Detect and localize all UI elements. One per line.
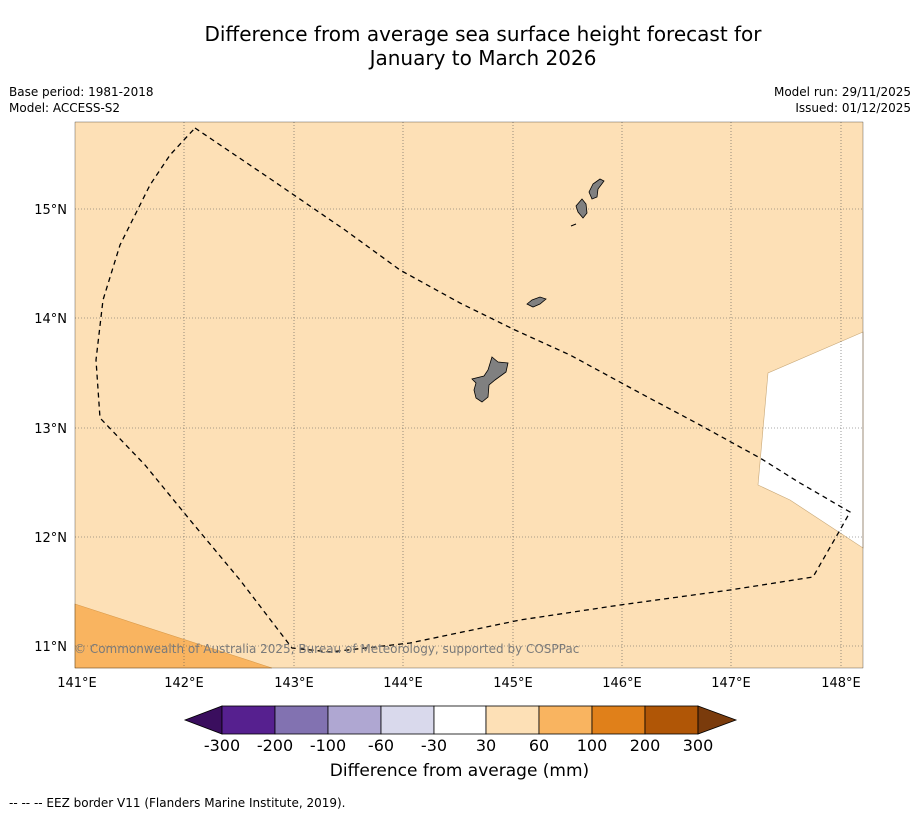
model-run: Model run: 29/11/2025 <box>773 85 911 99</box>
issued-date: Issued: 01/12/2025 <box>795 101 911 115</box>
title-line-2: January to March 2026 <box>369 46 597 70</box>
colorbar-tick-label: -300 <box>204 736 240 755</box>
lat-label: 13°N <box>34 422 67 437</box>
colorbar-segment <box>591 705 646 735</box>
colorbar-segment <box>274 705 329 735</box>
meta-left: Base period: 1981-2018 Model: ACCESS-S2 <box>9 84 154 116</box>
colorbar-tick-label: -30 <box>421 736 447 755</box>
colorbar-segment <box>380 705 435 735</box>
lon-label: 144°E <box>383 676 423 691</box>
island-rota <box>526 296 547 308</box>
colorbar-extend-min <box>183 705 223 735</box>
lon-label: 145°E <box>493 676 533 691</box>
colorbar-segment <box>433 705 487 735</box>
title-line-1: Difference from average sea surface heig… <box>204 22 762 46</box>
colorbar-tick-label: -200 <box>257 736 293 755</box>
graticule <box>75 122 863 668</box>
colorbar-tick-label: 30 <box>476 736 496 755</box>
colorbar-tick-label: 100 <box>577 736 608 755</box>
colorbar-segment <box>327 705 382 735</box>
colorbar-tick-label: 60 <box>529 736 549 755</box>
base-period: Base period: 1981-2018 <box>9 85 154 99</box>
eez-border <box>95 127 851 653</box>
colorbar-segment <box>538 705 593 735</box>
colorbar-tick-label: -60 <box>368 736 394 755</box>
copyright-credit: © Commonwealth of Australia 2025, Bureau… <box>74 642 579 656</box>
island-aguijan <box>570 223 577 227</box>
colorbar-segment <box>221 705 276 735</box>
lon-label: 147°E <box>711 676 751 691</box>
colorbar-tick-label: 300 <box>683 736 714 755</box>
lon-label: 143°E <box>274 676 314 691</box>
lat-label: 14°N <box>34 312 67 327</box>
meta-right: Model run: 29/11/2025 Issued: 01/12/2025 <box>774 84 911 116</box>
colorbar-segment <box>485 705 540 735</box>
colorbar: -300 -200 -100 -60 -30 30 60 100 200 300 <box>183 705 738 755</box>
colorbar-title: Difference from average (mm) <box>329 761 590 781</box>
lon-label: 141°E <box>57 676 97 691</box>
chart-title: Difference from average sea surface heig… <box>0 22 919 70</box>
colorbar-tick-label: -100 <box>310 736 346 755</box>
lat-label: 15°N <box>34 203 67 218</box>
colorbar-extend-max <box>697 705 738 735</box>
map-background <box>75 122 863 668</box>
colorbar-tick-labels: -300 -200 -100 -60 -30 30 60 100 200 300 <box>204 736 713 755</box>
map-frame <box>74 121 864 669</box>
longitude-labels: 141°E 142°E 143°E 144°E 145°E 146°E 147°… <box>57 676 861 691</box>
model-name: Model: ACCESS-S2 <box>9 101 121 115</box>
lon-label: 148°E <box>821 676 861 691</box>
lat-label: 11°N <box>34 640 67 655</box>
lat-label: 12°N <box>34 531 67 546</box>
footnote: -- -- -- EEZ border V11 (Flanders Marine… <box>9 796 346 810</box>
colorbar-segment <box>644 705 699 735</box>
lon-label: 142°E <box>164 676 204 691</box>
colorbar-tick-label: 200 <box>630 736 661 755</box>
island-guam <box>471 356 509 403</box>
island-saipan <box>588 178 605 200</box>
lon-label: 146°E <box>602 676 642 691</box>
latitude-labels: 15°N 14°N 13°N 12°N 11°N <box>34 203 67 655</box>
island-tinian <box>575 198 588 219</box>
